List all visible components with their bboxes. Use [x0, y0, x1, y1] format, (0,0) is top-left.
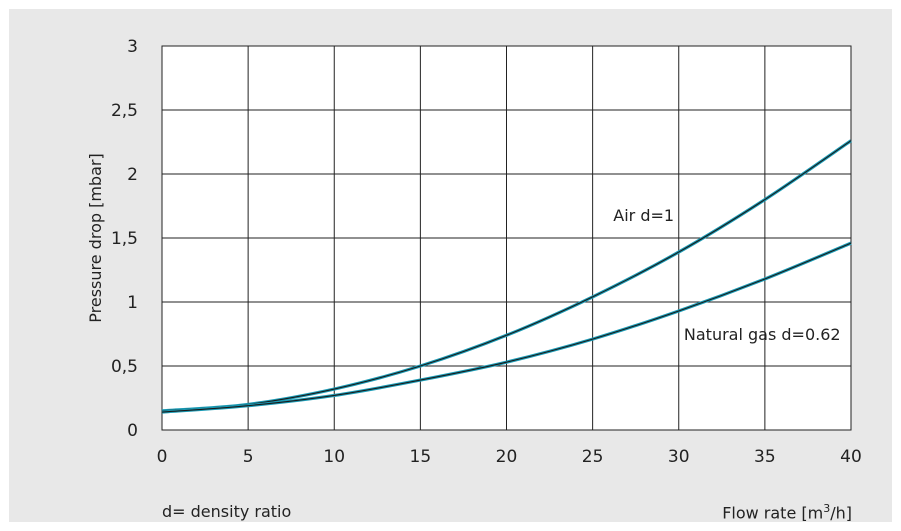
x-tick-label: 15 — [410, 447, 432, 467]
y-axis-title: Pressure drop [mbar] — [86, 153, 105, 322]
series-lines — [161, 139, 852, 414]
x-axis-title-superscript: 3 — [823, 502, 831, 515]
series-annotations: Air d=1 Natural gas d=0.62 — [613, 206, 840, 344]
series-label-air: Air d=1 — [613, 206, 674, 225]
y-tick-labels: 0 0,5 1 1,5 2 2,5 3 — [111, 37, 138, 441]
y-tick-label: 0,5 — [111, 357, 138, 377]
x-axis-title: Flow rate [m3/h] — [722, 502, 852, 522]
x-tick-label: 0 — [157, 447, 168, 467]
y-tick-label: 0 — [127, 421, 138, 441]
series-line — [161, 242, 852, 413]
x-tick-label: 30 — [668, 447, 690, 467]
grid — [161, 45, 852, 431]
x-tick-labels: 0 5 10 15 20 25 30 35 40 — [157, 447, 862, 467]
x-tick-label: 35 — [754, 447, 776, 467]
y-tick-label: 2,5 — [111, 101, 138, 121]
x-axis-title-tail: /h] — [830, 503, 852, 523]
chart-svg: 0 5 10 15 20 25 30 35 40 0 0,5 1 1,5 2 2,5 3 Air d=1 Na… — [86, 37, 862, 467]
y-tick-label: 1,5 — [111, 229, 138, 249]
x-tick-label: 5 — [243, 447, 254, 467]
series-label-natural-gas: Natural gas d=0.62 — [684, 325, 841, 344]
series-line — [161, 140, 852, 412]
chart-figure: 0 5 10 15 20 25 30 35 40 0 0,5 1 1,5 2 2,5 3 Air d=1 Na… — [9, 9, 892, 522]
x-tick-label: 25 — [582, 447, 604, 467]
y-tick-label: 3 — [127, 37, 138, 57]
density-note: d= density ratio — [162, 502, 292, 521]
x-tick-label: 10 — [323, 447, 345, 467]
x-tick-label: 20 — [496, 447, 518, 467]
y-tick-label: 1 — [127, 293, 138, 313]
x-tick-label: 40 — [840, 447, 862, 467]
y-tick-label: 2 — [127, 165, 138, 185]
x-axis-title-main: Flow rate [m — [722, 503, 824, 523]
